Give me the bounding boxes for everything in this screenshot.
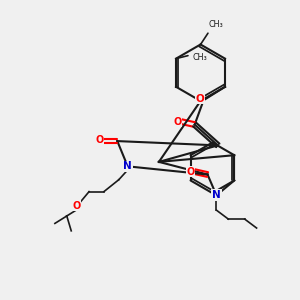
Text: CH₃: CH₃ <box>209 20 224 29</box>
Text: O: O <box>174 117 182 127</box>
Text: O: O <box>196 94 204 104</box>
Text: O: O <box>72 201 80 211</box>
Text: N: N <box>212 190 221 200</box>
Text: O: O <box>187 167 195 176</box>
Text: CH₃: CH₃ <box>192 52 207 62</box>
Text: O: O <box>95 135 104 145</box>
Text: N: N <box>123 161 132 171</box>
